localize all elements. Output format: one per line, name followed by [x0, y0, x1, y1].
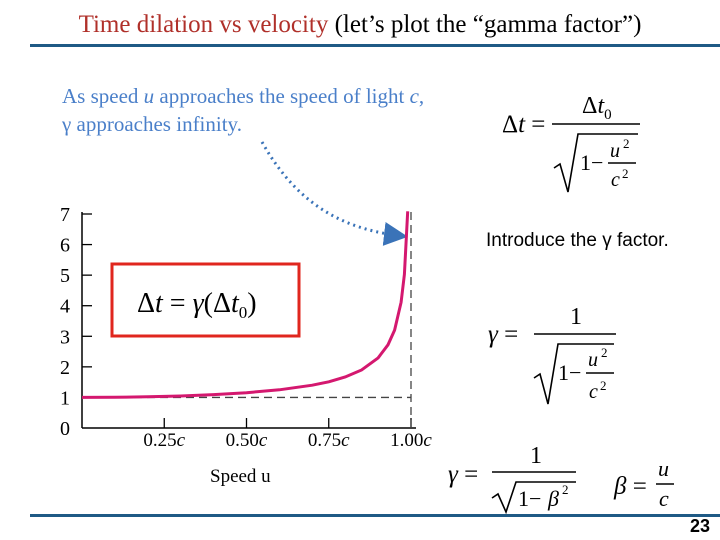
svg-text:1−: 1− [518, 486, 541, 511]
svg-text:β =: β = [613, 473, 647, 500]
svg-text:1−: 1− [558, 360, 581, 385]
y-tick-label: 7 [60, 204, 70, 226]
callout-line-1: As speed u approaches the speed of light… [62, 84, 424, 108]
svg-text:2: 2 [622, 166, 629, 181]
svg-text:c: c [611, 169, 620, 191]
y-tick-label: 5 [60, 265, 70, 287]
svg-text:β: β [547, 486, 559, 511]
page-number: 23 [689, 516, 710, 536]
title-accent: Time dilation vs velocity [78, 11, 329, 38]
boxed-equation-frame [110, 262, 301, 338]
slide-title: Time dilation vs velocity (let’s plot th… [0, 10, 720, 40]
svg-text:γ =: γ = [448, 461, 478, 488]
svg-text:c: c [589, 381, 598, 403]
gamma-definition-equation: γ = 1 1− u 2 c 2 [488, 304, 616, 405]
boxed-equation: Δt = γ(Δt0) [137, 288, 257, 322]
x-tick-label: 0.25c [143, 430, 185, 451]
svg-text:c: c [659, 486, 669, 511]
gamma-curve [81, 211, 410, 399]
gamma-chart: 0 1 2 3 4 5 6 7 0.25c 0.50c 0.75c 1.00c Speed u [60, 204, 432, 487]
y-tick-label: 3 [60, 326, 70, 348]
y-tick-label: 0 [60, 418, 70, 440]
x-tick-label: 0.50c [226, 430, 268, 451]
svg-text:γ =: γ = [488, 321, 518, 348]
time-dilation-equation: Δt = Δt0 1− u 2 c 2 [502, 93, 640, 193]
x-tick-label: 0.75c [308, 430, 350, 451]
svg-text:2: 2 [562, 482, 569, 497]
x-tick-label: 1.00c [390, 430, 432, 451]
svg-text:Δt =: Δt = [502, 111, 545, 138]
svg-text:Δt0: Δt0 [582, 93, 612, 123]
top-rule [30, 44, 720, 47]
svg-text:1: 1 [530, 443, 542, 469]
y-tick-label: 4 [60, 296, 70, 318]
callout-arrow [260, 141, 408, 246]
svg-text:1−: 1− [580, 150, 603, 175]
introduce-gamma-text: Introduce the γ factor. [486, 230, 669, 251]
gamma-beta-equation: γ = 1 1− β 2 [448, 443, 576, 515]
svg-text:u: u [588, 349, 598, 371]
callout-line-2: γ approaches infinity. [61, 112, 242, 136]
svg-text:2: 2 [600, 378, 607, 393]
svg-text:1: 1 [570, 304, 582, 330]
y-tick-label: 2 [60, 357, 70, 379]
y-tick-label: 6 [60, 235, 70, 257]
bottom-rule [30, 514, 720, 517]
x-axis-label: Speed u [210, 466, 271, 487]
y-tick-label: 1 [60, 387, 70, 409]
svg-text:u: u [610, 140, 620, 162]
svg-text:2: 2 [623, 136, 630, 151]
svg-text:Δt = γ(Δt0): Δt = γ(Δt0) [137, 288, 257, 322]
svg-text:u: u [658, 456, 669, 481]
title-rest: (let’s plot the “gamma factor”) [328, 11, 642, 38]
beta-definition-equation: β = u c [613, 456, 674, 511]
svg-text:2: 2 [601, 345, 608, 360]
